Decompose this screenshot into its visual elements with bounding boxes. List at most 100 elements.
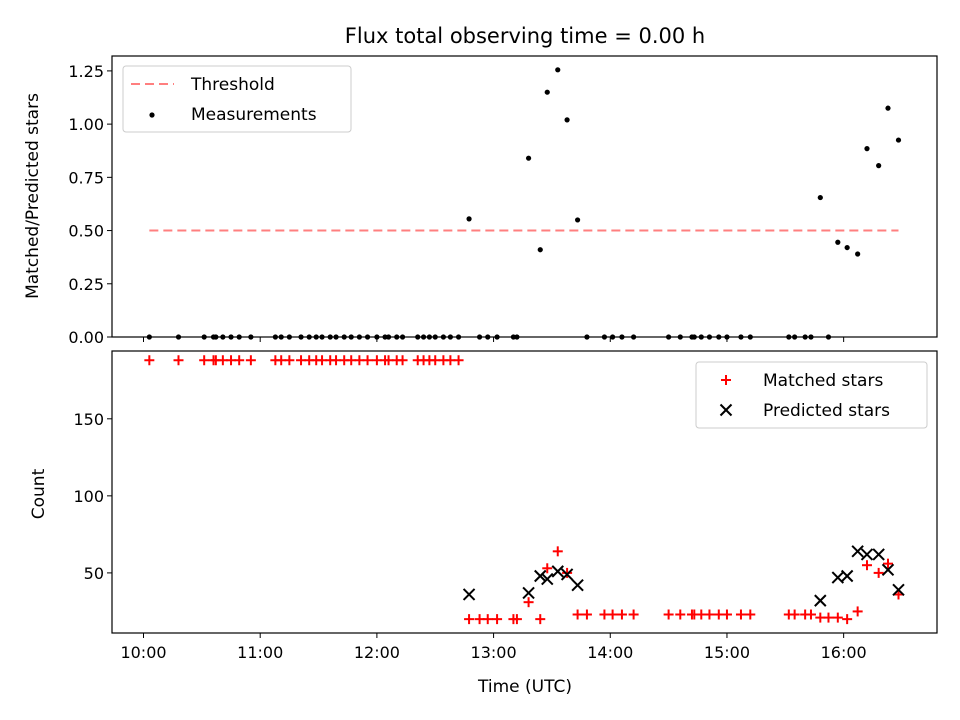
top-y-label: Matched/Predicted stars	[23, 93, 43, 299]
predicted-star-point-b	[551, 565, 564, 578]
measurement-point	[835, 239, 841, 245]
bottom-x-tick-label: 10:00	[120, 643, 166, 662]
bottom-x-tick-label: 11:00	[237, 643, 283, 662]
predicted-star-point	[534, 569, 547, 583]
measurement-point	[864, 146, 870, 152]
matched-star-point	[628, 609, 639, 620]
predicted-star-point-b	[522, 586, 535, 600]
matched-star-point	[745, 609, 756, 620]
measurement-point	[537, 247, 543, 253]
measurement-point	[895, 137, 902, 143]
predicted-star-point	[551, 565, 564, 578]
predicted-star-point	[462, 588, 476, 601]
matched-star-point	[523, 597, 534, 608]
bottom-x-axis: 10:00 11:00 12:00 13:00 14:00 15:00 16:00	[120, 633, 867, 662]
predicted-star-point-b	[881, 563, 895, 577]
predicted-star-point	[851, 545, 864, 558]
matched-star-point	[144, 355, 155, 366]
top-y-tick-label: 1.00	[68, 115, 104, 134]
predicted-star-point-b	[541, 572, 554, 586]
bottom-y-tick-label: 100	[73, 487, 104, 506]
bottom-y-tick-label: 150	[73, 410, 104, 429]
top-y-axis: 0.00 0.25 0.50 0.75 1.00 1.25	[68, 62, 112, 347]
top-legend: Threshold Measurements	[122, 65, 352, 133]
predicted-star-point-b	[851, 545, 864, 558]
matched-star-point	[284, 355, 295, 366]
predicted-star-point	[814, 594, 827, 607]
legend-predicted-marker	[719, 403, 733, 417]
legend-matched-swatch	[721, 375, 731, 385]
matched-star-point	[234, 355, 245, 366]
measurement-point	[525, 155, 532, 161]
bottom-axes-frame	[111, 350, 938, 634]
bottom-y-label: Count	[29, 468, 49, 519]
predicted-star-point	[872, 548, 885, 561]
measurement-point	[466, 216, 472, 222]
matched-star-point	[562, 567, 573, 578]
predicted-star-point-b	[534, 569, 547, 583]
predicted-star-point	[860, 548, 874, 561]
predicted-star-point-b	[814, 594, 827, 607]
matched-star-point	[362, 355, 373, 366]
matched-star-point	[552, 546, 563, 557]
bottom-x-tick-label: 13:00	[471, 643, 517, 662]
predicted-star-point-b	[872, 548, 885, 561]
top-axes-frame	[111, 55, 938, 338]
measurement-point	[855, 251, 861, 257]
legend-predicted-swatch	[719, 403, 733, 417]
top-y-tick-label: 1.25	[68, 62, 104, 81]
matched-star-point	[675, 609, 686, 620]
predicted-star-point-b	[462, 588, 476, 601]
predicted-star-point	[560, 568, 574, 581]
matched-star-point	[581, 609, 592, 620]
matched-star-point	[873, 567, 884, 578]
bottom-x-tick-label: 12:00	[354, 643, 400, 662]
predicted-star-point-b	[860, 548, 874, 561]
matched-star-point	[199, 355, 210, 366]
predicted-star-point-b	[571, 579, 584, 592]
measurement-point	[555, 67, 561, 73]
measurement-point	[876, 163, 882, 169]
legend-measurements-label: Measurements	[191, 105, 317, 125]
matched-star-point	[173, 355, 184, 366]
matched-star-point	[823, 612, 834, 623]
matched-star-point	[882, 558, 893, 569]
matched-star-point	[607, 609, 618, 620]
bottom-x-tick-label: 14:00	[587, 643, 633, 662]
top-legend-box	[122, 65, 352, 133]
legend-predicted-label: Predicted stars	[763, 401, 890, 421]
matched-star-point	[572, 609, 583, 620]
measurement-point	[544, 89, 550, 95]
legend-threshold-label: Threshold	[190, 75, 275, 95]
top-panel: 0.00 0.25 0.50 0.75 1.00 1.25 Matched/Predict…	[23, 55, 938, 347]
matched-star-point	[704, 609, 715, 620]
matched-star-point	[482, 614, 493, 625]
matched-star-point	[721, 609, 732, 620]
predicted-star-point	[522, 586, 535, 600]
matched-star-point	[805, 609, 816, 620]
legend-measurements-swatch	[149, 112, 155, 118]
matched-star-point	[464, 614, 475, 625]
matched-star-point	[663, 609, 674, 620]
chart-title: Flux total observing time = 0.00 h	[345, 24, 705, 48]
predicted-star-point	[571, 579, 584, 592]
bottom-y-tick-label: 50	[84, 564, 104, 583]
matched-star-point	[535, 614, 546, 625]
predicted-star-point-b	[560, 568, 574, 581]
matched-star-point	[842, 614, 853, 625]
predicted-star-point-b	[840, 569, 854, 583]
predicted-star-point	[892, 583, 905, 597]
matched-star-point	[789, 609, 800, 620]
measurement-point	[885, 105, 891, 111]
measurement-point	[574, 217, 581, 223]
top-y-tick-label: 0.25	[68, 275, 104, 294]
bottom-x-label: Time (UTC)	[477, 677, 572, 697]
matched-star-point	[511, 614, 522, 625]
bottom-legend-box	[695, 361, 928, 429]
matched-star-point	[397, 355, 408, 366]
bottom-plot-area	[144, 355, 905, 625]
matched-star-point	[616, 609, 627, 620]
bottom-x-tick-label: 15:00	[704, 643, 750, 662]
matched-star-point	[492, 614, 503, 625]
